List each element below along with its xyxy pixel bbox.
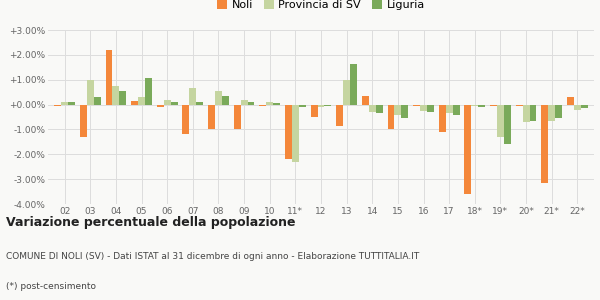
Bar xyxy=(196,102,203,105)
Bar xyxy=(131,101,138,105)
Bar xyxy=(464,105,472,194)
Bar xyxy=(452,105,460,115)
Bar xyxy=(497,105,504,137)
Legend: Noli, Provincia di SV, Liguria: Noli, Provincia di SV, Liguria xyxy=(215,0,427,12)
Bar xyxy=(273,103,280,105)
Bar xyxy=(145,79,152,105)
Bar xyxy=(413,105,420,106)
Bar xyxy=(394,105,401,115)
Bar xyxy=(446,105,452,113)
Bar xyxy=(325,105,331,106)
Bar xyxy=(515,105,523,106)
Bar xyxy=(472,105,478,106)
Bar xyxy=(317,105,325,107)
Text: COMUNE DI NOLI (SV) - Dati ISTAT al 31 dicembre di ogni anno - Elaborazione TUTT: COMUNE DI NOLI (SV) - Dati ISTAT al 31 d… xyxy=(6,252,419,261)
Bar xyxy=(94,97,101,105)
Bar xyxy=(241,100,248,105)
Bar xyxy=(138,97,145,105)
Bar xyxy=(362,96,369,105)
Bar xyxy=(112,86,119,105)
Bar xyxy=(234,105,241,129)
Bar xyxy=(388,105,394,129)
Bar xyxy=(170,102,178,105)
Bar xyxy=(401,105,408,118)
Bar xyxy=(68,102,75,105)
Bar xyxy=(336,105,343,126)
Bar xyxy=(215,91,222,105)
Bar xyxy=(182,105,190,134)
Bar xyxy=(157,105,164,107)
Bar xyxy=(106,50,112,105)
Bar xyxy=(504,105,511,144)
Bar xyxy=(523,105,530,122)
Bar xyxy=(581,105,588,108)
Bar xyxy=(427,105,434,112)
Bar xyxy=(222,96,229,105)
Bar xyxy=(530,105,536,121)
Bar xyxy=(54,105,61,106)
Bar xyxy=(478,105,485,107)
Bar xyxy=(119,91,127,105)
Bar xyxy=(292,105,299,162)
Bar xyxy=(248,102,254,105)
Bar xyxy=(343,80,350,105)
Bar xyxy=(208,105,215,129)
Bar xyxy=(164,100,170,105)
Bar xyxy=(299,105,306,107)
Bar xyxy=(490,105,497,106)
Bar xyxy=(87,80,94,105)
Bar xyxy=(567,97,574,105)
Bar xyxy=(548,105,555,121)
Bar xyxy=(266,102,273,105)
Bar xyxy=(285,105,292,159)
Bar xyxy=(420,105,427,111)
Bar xyxy=(541,105,548,183)
Text: (*) post-censimento: (*) post-censimento xyxy=(6,282,96,291)
Bar xyxy=(311,105,317,117)
Bar xyxy=(190,88,196,105)
Bar xyxy=(439,105,446,132)
Bar xyxy=(259,105,266,106)
Bar xyxy=(574,105,581,110)
Bar xyxy=(80,105,87,137)
Bar xyxy=(350,64,357,105)
Bar xyxy=(376,105,383,113)
Bar xyxy=(61,102,68,105)
Bar xyxy=(369,105,376,112)
Text: Variazione percentuale della popolazione: Variazione percentuale della popolazione xyxy=(6,216,296,229)
Bar xyxy=(555,105,562,118)
